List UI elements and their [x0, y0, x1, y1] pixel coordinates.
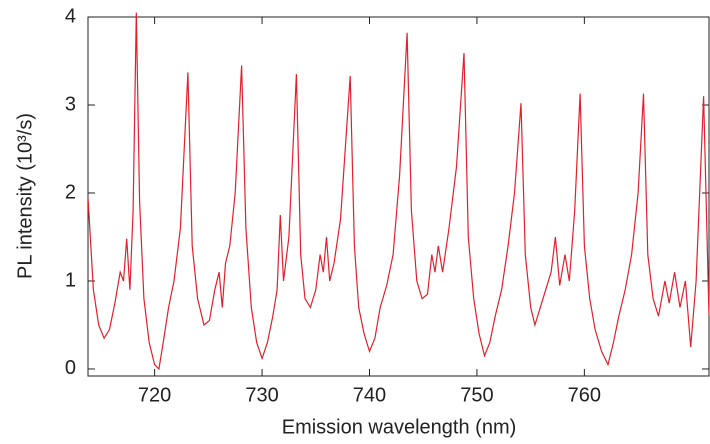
x-tick-label: 720	[138, 384, 171, 406]
x-axis-label: Emission wavelength (nm)	[282, 416, 517, 438]
y-tick-label: 4	[65, 5, 76, 27]
y-tick-label: 0	[65, 357, 76, 379]
x-tick-label: 740	[353, 384, 386, 406]
spectrum-line	[88, 12, 710, 371]
y-tick-label: 1	[65, 269, 76, 291]
x-tick-label: 730	[245, 384, 278, 406]
x-tick-label: 760	[568, 384, 601, 406]
y-axis-label: PL intensity (10³/s)	[14, 113, 36, 279]
y-tick-label: 2	[65, 181, 76, 203]
x-tick-label: 750	[460, 384, 493, 406]
plot-frame	[87, 16, 710, 377]
y-tick-label: 3	[65, 93, 76, 115]
